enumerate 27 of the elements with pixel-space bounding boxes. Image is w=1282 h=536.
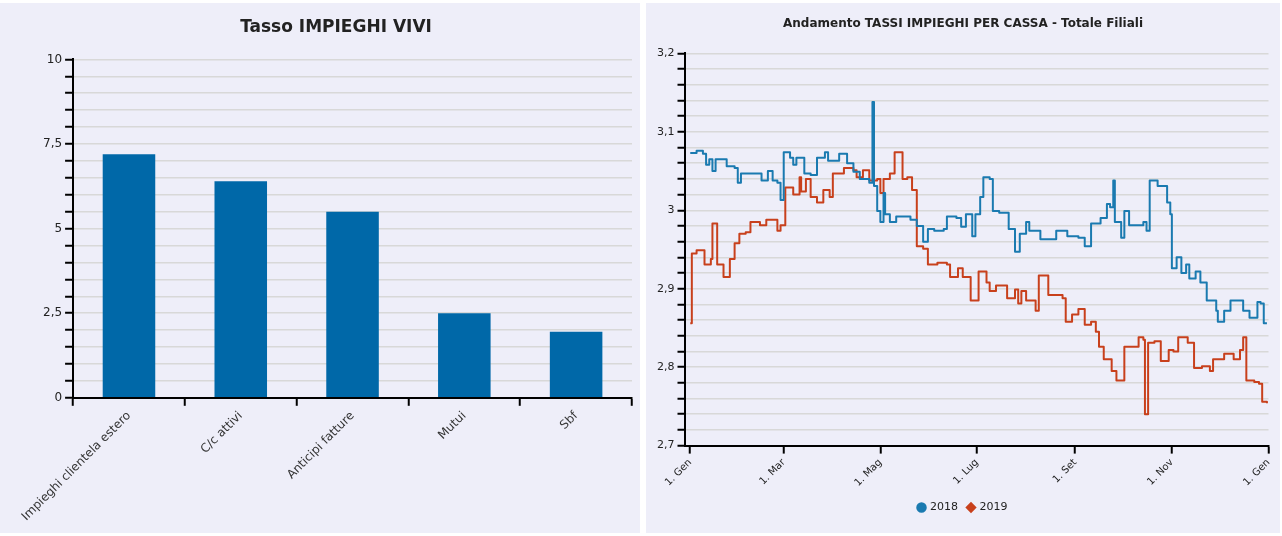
x-tick-label: 1. Set: [1050, 456, 1079, 485]
legend-label: 2018: [930, 500, 959, 514]
y-tick-label: 2,5: [42, 305, 63, 320]
y-tick-label: 10: [46, 51, 63, 66]
x-tick-label: 1. Lug: [950, 456, 981, 486]
y-tick-label: 3: [667, 203, 675, 217]
y-tick-label: 2,7: [656, 438, 675, 452]
legend-label: 2019: [979, 500, 1008, 514]
y-tick-label: 3,1: [656, 124, 675, 138]
x-tick-label: 1. Gen: [662, 456, 694, 488]
chart-title: Tasso IMPIEGHI VIVI: [240, 15, 432, 36]
chart-title: Andamento TASSI IMPIEGHI PER CASSA - Totale Filiali: [782, 16, 1144, 31]
x-tick-label: 1. Mar: [756, 455, 788, 487]
x-tick-label: 1. Gen: [1240, 456, 1272, 488]
bar: [102, 154, 156, 398]
y-tick-label: 2,8: [656, 360, 675, 374]
bar: [549, 331, 603, 398]
bar: [438, 313, 491, 398]
x-tick-label: 1. Nov: [1144, 456, 1176, 487]
bar: [326, 211, 379, 398]
x-tick-label: Sbf: [556, 407, 581, 432]
bar: [214, 181, 268, 398]
y-tick-label: 2,9: [656, 281, 675, 295]
y-tick-label: 0: [54, 389, 63, 404]
y-tick-label: 3,2: [656, 46, 675, 60]
y-tick-label: 7,5: [42, 136, 63, 151]
y-tick-label: 5: [54, 220, 63, 235]
